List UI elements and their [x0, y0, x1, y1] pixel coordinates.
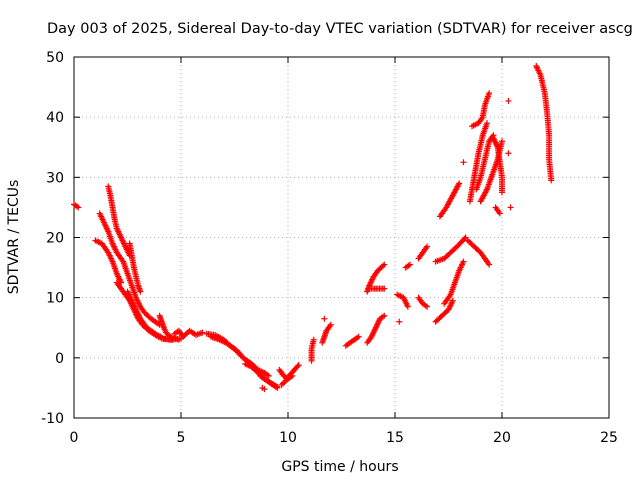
data-points	[71, 63, 555, 393]
data-point	[505, 97, 512, 104]
data-point	[424, 243, 431, 250]
data-point	[294, 363, 301, 370]
data-point	[396, 318, 403, 325]
data-point	[484, 120, 491, 127]
data-point	[499, 138, 505, 145]
data-point	[462, 234, 469, 241]
x-tick-label: 25	[600, 430, 618, 446]
data-point	[355, 333, 362, 340]
data-point	[404, 303, 411, 310]
x-tick-label: 10	[279, 430, 297, 446]
data-point	[381, 285, 388, 292]
x-tick-label: 15	[386, 430, 404, 446]
data-point	[380, 262, 387, 269]
data-point	[424, 303, 431, 310]
y-tick-label: -10	[41, 411, 64, 427]
data-point	[461, 235, 468, 242]
data-point	[460, 159, 467, 166]
data-point	[486, 261, 493, 268]
data-point	[406, 261, 413, 268]
y-tick-label: 20	[46, 231, 64, 247]
axis-ticks: 0 5 10 15 20 25 -10 0 10 20 30 40 50	[41, 50, 618, 446]
data-point	[265, 372, 272, 379]
data-point	[280, 380, 287, 387]
chart-title: Day 003 of 2025, Sidereal Day-to-day VTE…	[47, 21, 633, 37]
data-point	[499, 189, 505, 196]
data-point	[456, 180, 463, 187]
data-point	[505, 150, 512, 157]
data-point	[175, 336, 182, 343]
data-point	[486, 90, 493, 97]
data-point	[548, 177, 555, 184]
data-point	[75, 204, 82, 211]
x-axis-label: GPS time / hours	[281, 459, 398, 475]
data-point	[321, 315, 328, 322]
data-point	[137, 288, 144, 295]
data-point	[310, 336, 317, 343]
x-tick-label: 0	[70, 430, 79, 446]
y-tick-label: 30	[46, 170, 64, 186]
data-point	[496, 210, 503, 217]
x-tick-label: 5	[177, 430, 186, 446]
data-point	[507, 204, 514, 211]
y-tick-label: 10	[46, 291, 64, 307]
grid	[74, 57, 609, 418]
data-point	[460, 258, 467, 265]
y-tick-label: 0	[55, 351, 64, 367]
data-point	[381, 261, 388, 268]
y-axis-label: SDTVAR / TECUs	[6, 180, 22, 295]
data-point	[295, 362, 302, 369]
y-tick-label: 50	[46, 50, 64, 66]
data-point	[381, 312, 388, 319]
data-point	[274, 384, 281, 391]
data-point	[449, 297, 456, 304]
y-tick-label: 40	[46, 110, 64, 126]
data-point	[199, 329, 206, 336]
x-tick-label: 20	[493, 430, 511, 446]
data-point	[259, 384, 266, 391]
data-point	[327, 321, 334, 328]
